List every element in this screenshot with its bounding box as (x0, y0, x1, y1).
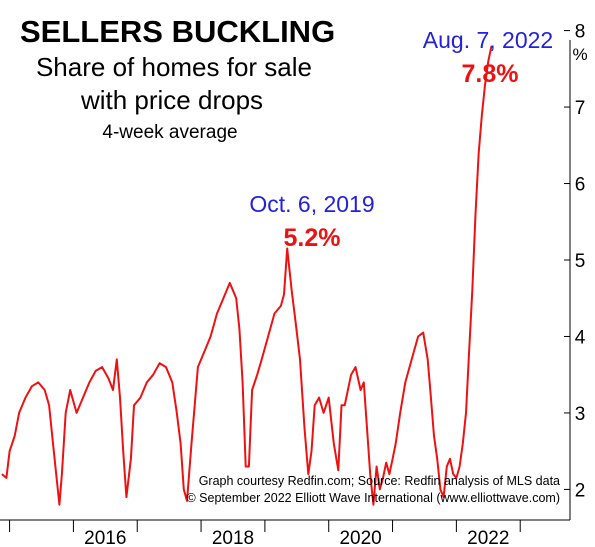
annotation-value-2022: 7.8% (462, 60, 519, 88)
chart-subtitle-line-2: with price drops (80, 85, 263, 115)
y-tick-label: 7 (575, 98, 586, 119)
x-axis: 2016 2018 2020 2022 (0, 519, 570, 547)
chart-title: SELLERS BUCKLING (20, 14, 335, 49)
y-tick-label: 3 (575, 404, 586, 425)
y-tick-label: 4 (575, 327, 586, 348)
series-line-price-drops (1, 45, 493, 506)
y-tick-label: 2 (575, 480, 586, 501)
y-axis: 2 3 4 5 6 7 8 (564, 22, 586, 520)
annotation-date-2022: Aug. 7, 2022 (423, 27, 553, 53)
annotation-date-2019: Oct. 6, 2019 (249, 191, 374, 217)
y-tick-label: 6 (575, 175, 586, 196)
x-tick-label: 2018 (212, 528, 254, 547)
y-axis-unit: % (572, 45, 587, 64)
credit-line-1: Graph courtesy Redfin.com; Source: Redfi… (199, 474, 560, 488)
x-tick-label: 2022 (467, 528, 509, 547)
annotation-value-2019: 5.2% (284, 224, 341, 252)
chart-note: 4-week average (102, 122, 237, 143)
x-tick-label: 2016 (84, 528, 126, 547)
chart-subtitle-line-1: Share of homes for sale (36, 52, 312, 82)
credit-line-2: © September 2022 Elliott Wave Internatio… (187, 491, 561, 505)
plot-area (1, 45, 493, 506)
y-tick-label: 8 (575, 22, 586, 43)
y-tick-label: 5 (575, 251, 586, 272)
x-tick-label: 2020 (339, 528, 381, 547)
